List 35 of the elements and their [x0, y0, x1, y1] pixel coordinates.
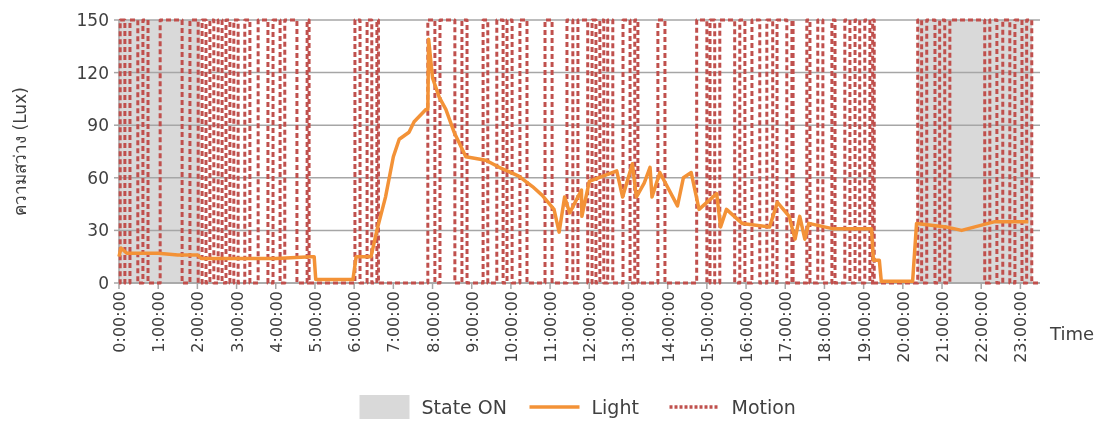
- x-tick-label: 1:00:00: [149, 291, 169, 353]
- x-tick-label: 12:00:00: [580, 291, 600, 363]
- y-tick-label: 0: [98, 273, 109, 293]
- y-tick-label: 150: [76, 10, 109, 30]
- x-tick-label: 17:00:00: [776, 291, 796, 363]
- x-tick-label: 19:00:00: [854, 291, 874, 363]
- x-tick-label: 21:00:00: [933, 291, 953, 363]
- x-tick-label: 14:00:00: [658, 291, 678, 363]
- x-tick-label: 18:00:00: [815, 291, 835, 363]
- legend-label: Light: [591, 396, 639, 418]
- x-tick-label: 2:00:00: [188, 291, 208, 353]
- y-axis-title: ความสว่าง (Lux): [10, 87, 30, 216]
- x-tick-label: 4:00:00: [266, 291, 286, 353]
- x-tick-label: 10:00:00: [501, 291, 521, 363]
- y-tick-label: 60: [87, 167, 109, 188]
- x-tick-label: 7:00:00: [384, 291, 404, 353]
- legend-label: Motion: [731, 396, 796, 418]
- x-tick-label: 5:00:00: [305, 291, 325, 353]
- x-tick-label: 15:00:00: [697, 291, 717, 363]
- y-tick-label: 30: [87, 220, 109, 241]
- x-tick-label: 8:00:00: [423, 291, 443, 353]
- x-tick-label: 11:00:00: [541, 291, 561, 363]
- x-tick-label: 0:00:00: [110, 291, 129, 353]
- x-tick-label: 20:00:00: [893, 291, 913, 363]
- x-tick-label: 3:00:00: [227, 291, 247, 353]
- x-axis-title: Time: [1049, 323, 1095, 344]
- x-tick-label: 23:00:00: [1011, 291, 1031, 363]
- x-tick-label: 13:00:00: [619, 291, 639, 363]
- x-tick-label: 6:00:00: [345, 291, 365, 353]
- y-tick-label: 120: [76, 62, 109, 83]
- x-tick-label: 16:00:00: [737, 291, 757, 363]
- x-tick-label: 9:00:00: [462, 291, 482, 353]
- x-tick-label: 22:00:00: [972, 291, 992, 363]
- y-tick-label: 90: [87, 115, 109, 136]
- legend-label: State ON: [421, 396, 507, 418]
